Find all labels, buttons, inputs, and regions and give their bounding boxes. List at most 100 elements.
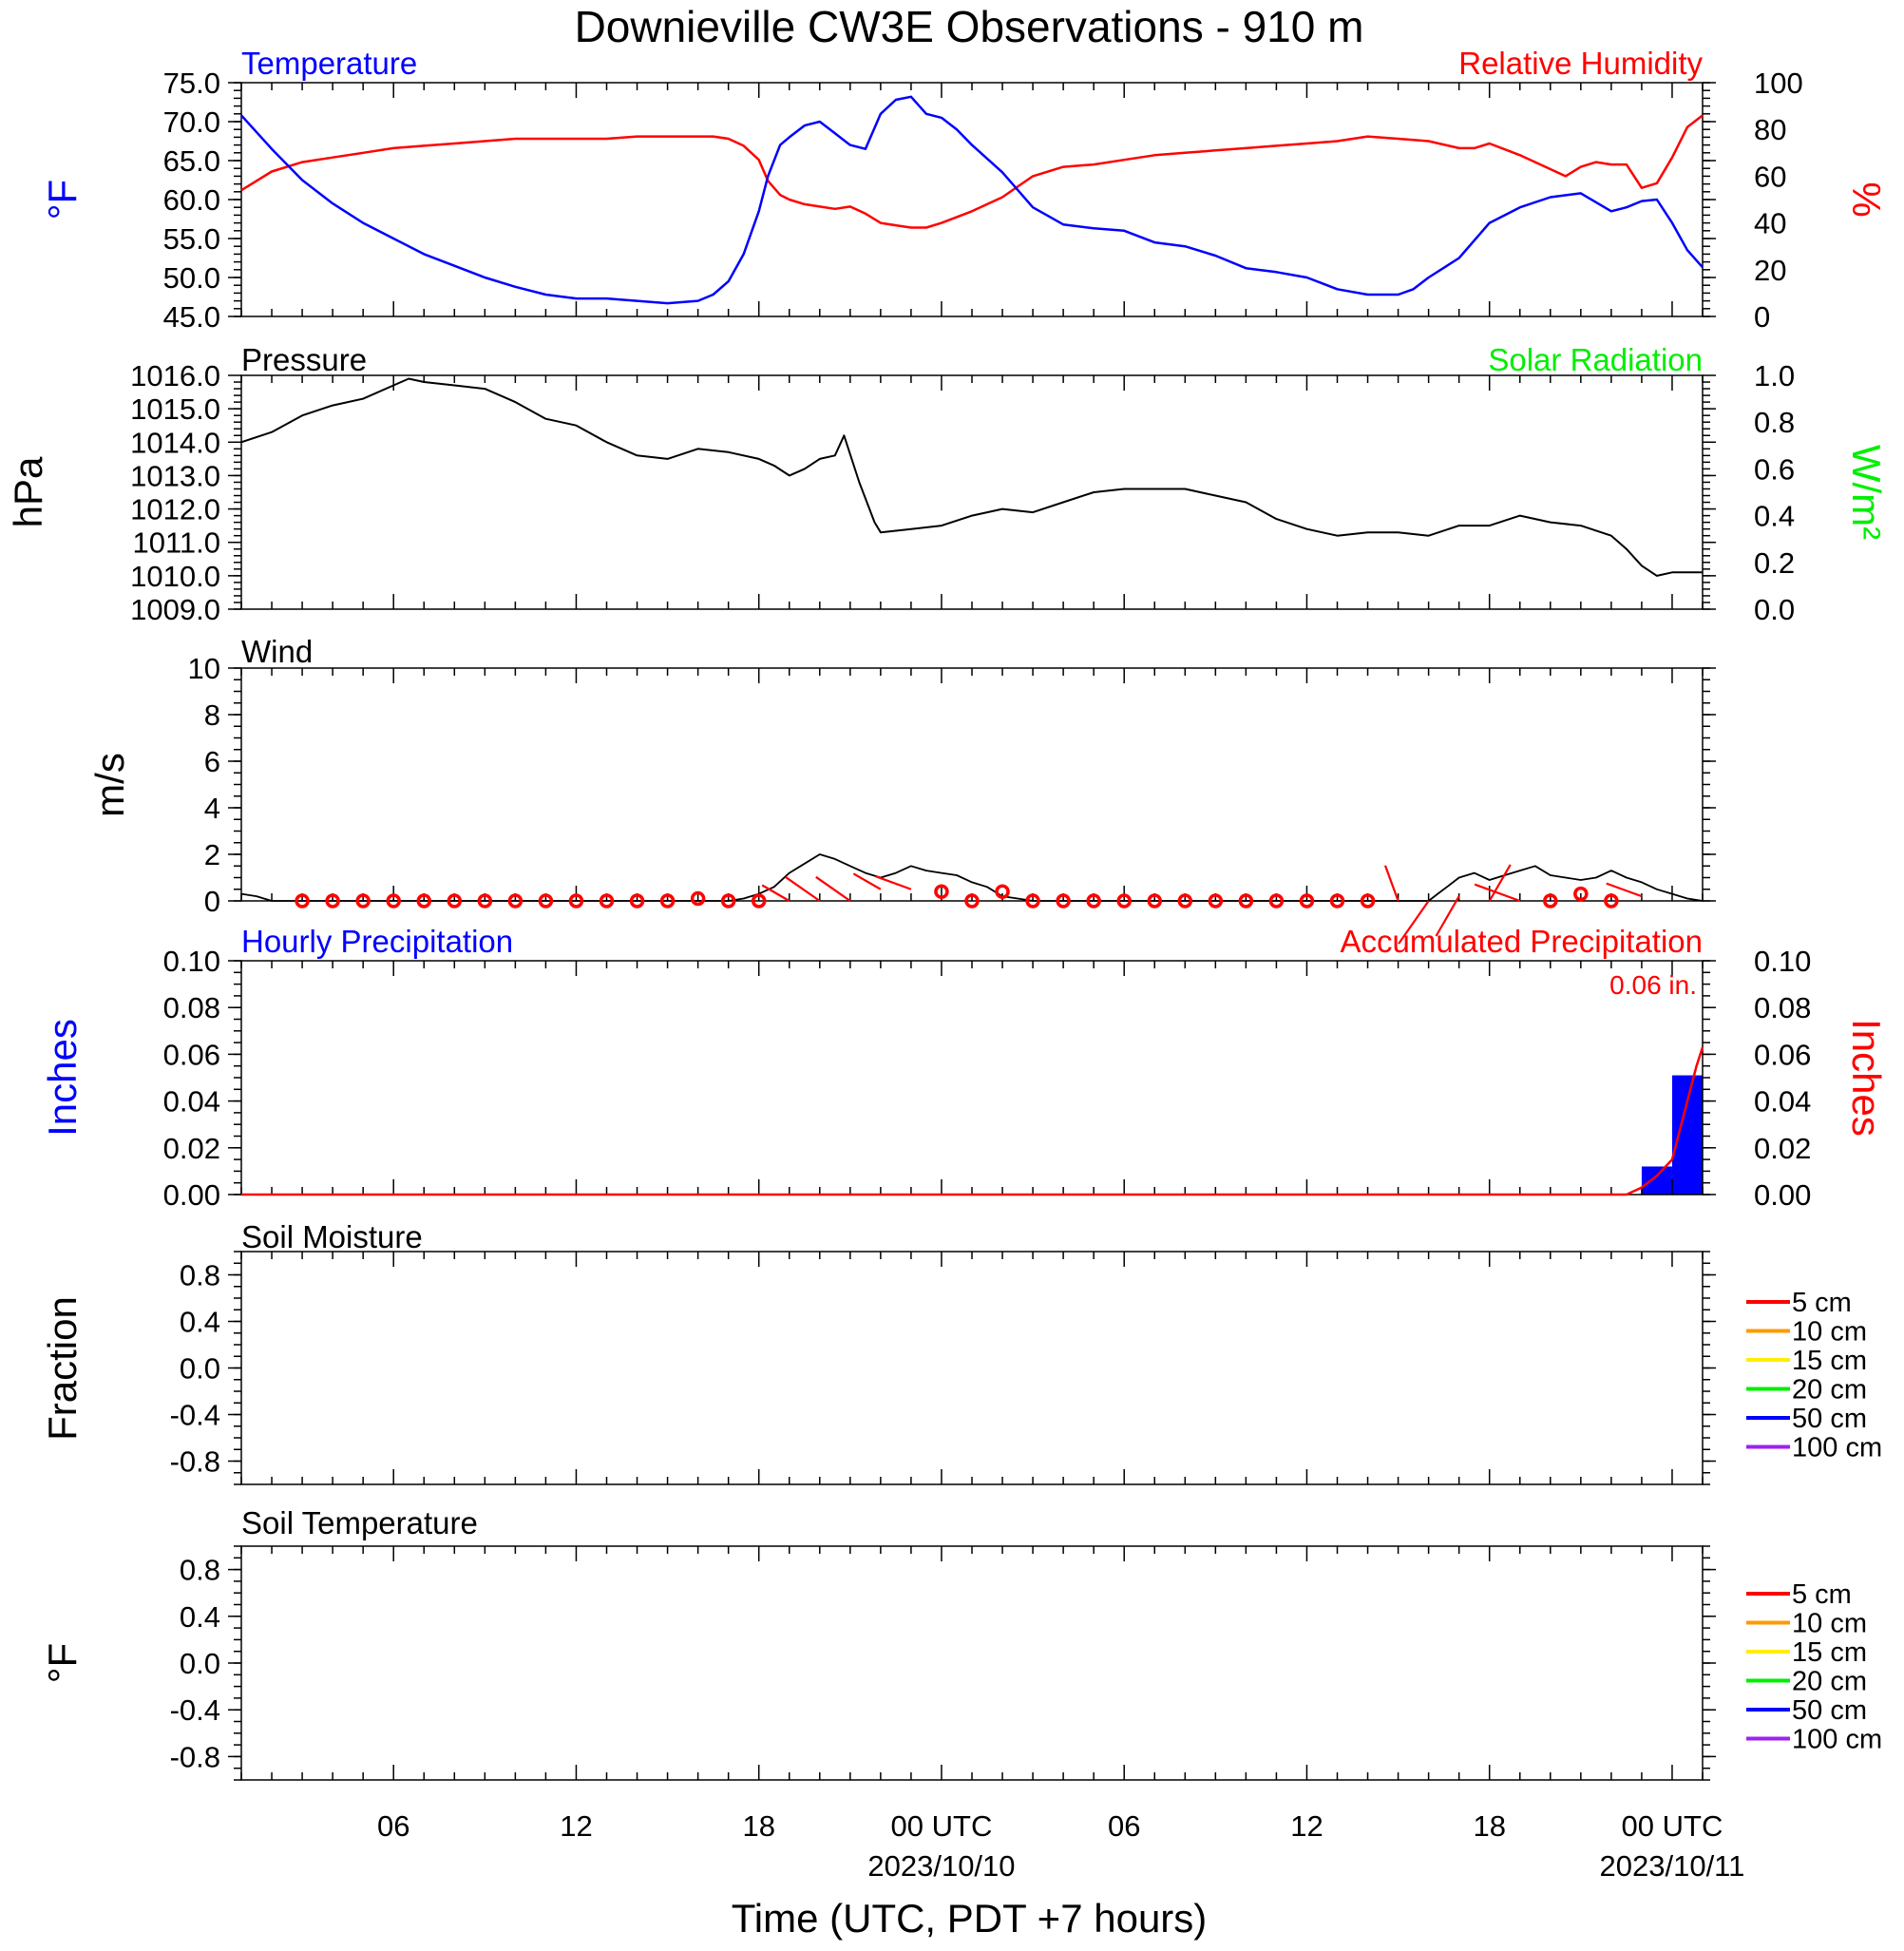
panel-title-accum-precip: Accumulated Precipitation <box>1340 924 1703 959</box>
wind-barb <box>1398 900 1430 945</box>
calm-wind-marker <box>355 893 371 909</box>
accum-precip-total: 0.06 in. <box>1609 970 1697 1000</box>
plot-frame <box>240 960 1704 1195</box>
legend-label: 100 cm <box>1792 1725 1882 1755</box>
plot-frame <box>240 1251 1704 1485</box>
y-tick-label: 0.0 <box>180 1352 220 1386</box>
y-tick-label: -0.8 <box>170 1740 220 1773</box>
legend-label: 50 cm <box>1792 1404 1867 1434</box>
plot-frame <box>240 1545 1704 1781</box>
wind-barb <box>1383 865 1399 902</box>
x-tick-label: 06 <box>377 1809 409 1843</box>
y-tick-label: 10 <box>188 652 220 685</box>
y-tick-label: 1014.0 <box>130 426 220 459</box>
hourly-precip-bar <box>1641 1166 1672 1195</box>
y2-tick-label: 0.02 <box>1754 1132 1811 1165</box>
legend-label: 15 cm <box>1792 1637 1867 1668</box>
y2-tick-label: 0.6 <box>1754 452 1795 486</box>
calm-wind-marker <box>995 884 1010 899</box>
y-tick-label: 45.0 <box>163 300 220 334</box>
x-tick-label: 18 <box>742 1809 774 1843</box>
calm-wind-marker <box>599 893 615 909</box>
y-axis-label-wind: m/s <box>87 753 132 817</box>
legend-label: 20 cm <box>1792 1375 1867 1406</box>
y-tick-label: 0.0 <box>180 1647 220 1680</box>
calm-wind-marker <box>1360 893 1376 909</box>
precipitation-panel: 0.10 0.08 0.06 0.04 0.02 0.00 0.10 0.08 0.06 0.04… <box>40 924 1889 1212</box>
y-axis-label-soil-temperature: °F <box>40 1643 85 1683</box>
y2-tick-label: 0 <box>1754 300 1770 334</box>
y-tick-label: 0.08 <box>163 991 220 1024</box>
y-axis-label-temperature: °F <box>40 180 85 220</box>
y2-tick-label: 1.0 <box>1754 359 1795 392</box>
y-tick-label: 1015.0 <box>130 392 220 426</box>
x-tick-label: 12 <box>560 1809 592 1843</box>
y-tick-label: 0.06 <box>163 1038 220 1071</box>
calm-wind-marker <box>507 893 524 909</box>
legend-label: 5 cm <box>1792 1579 1852 1610</box>
x-tick-label: 12 <box>1290 1809 1323 1843</box>
panel-title-soil-temperature: Soil Temperature <box>241 1505 478 1540</box>
y-tick-label: 0.00 <box>163 1178 220 1212</box>
legend-label: 20 cm <box>1792 1667 1867 1697</box>
x-tick-label: 00 UTC <box>1622 1809 1723 1843</box>
y-tick-label: -0.4 <box>170 1693 220 1727</box>
calm-wind-marker <box>1208 893 1224 909</box>
calm-wind-marker <box>629 893 645 909</box>
calm-wind-marker <box>1543 893 1558 909</box>
y2-tick-label: 20 <box>1754 254 1786 287</box>
x-tick-date-label: 2023/10/10 <box>867 1849 1015 1883</box>
temperature-line <box>240 95 1704 305</box>
calm-wind-marker <box>1604 893 1619 909</box>
y-tick-label: 4 <box>204 792 220 825</box>
soil-moisture-panel: 0.8 0.4 0.0 -0.4 -0.8 Soil Moisture Fraction 5 … <box>40 1219 1882 1485</box>
calm-wind-marker <box>690 890 706 907</box>
calm-wind-marker <box>1573 886 1589 902</box>
chart-title: Downieville CW3E Observations - 910 m <box>575 2 1364 51</box>
legend-label: 100 cm <box>1792 1433 1882 1463</box>
calm-wind-marker <box>1116 893 1132 909</box>
calm-wind-marker <box>1238 893 1254 909</box>
x-tick-label: 06 <box>1108 1809 1140 1843</box>
panel-title-soil-moisture: Soil Moisture <box>241 1219 423 1254</box>
wind-barb <box>1474 883 1521 903</box>
calm-wind-marker <box>295 893 310 909</box>
legend-label: 5 cm <box>1792 1288 1852 1318</box>
calm-wind-marker <box>386 893 401 909</box>
panel-title-wind: Wind <box>241 634 313 669</box>
calm-wind-marker <box>659 893 676 909</box>
y-tick-label: 60.0 <box>163 183 220 217</box>
y-tick-label: 1009.0 <box>130 593 220 626</box>
panel-title-solar-radiation: Solar Radiation <box>1488 342 1703 377</box>
y-tick-label: 0.8 <box>180 1259 220 1292</box>
y2-tick-label: 0.10 <box>1754 945 1811 978</box>
hourly-precip-bar <box>1671 1075 1703 1195</box>
plot-frame <box>240 374 1704 610</box>
calm-wind-marker <box>538 893 554 909</box>
wind-barb <box>785 875 821 902</box>
calm-wind-marker <box>720 893 736 909</box>
y-axis-label-hourly-precip: Inches <box>40 1019 85 1137</box>
legend-label: 10 cm <box>1792 1317 1867 1348</box>
y2-tick-label: 0.06 <box>1754 1038 1811 1071</box>
x-tick-date-label: 2023/10/11 <box>1600 1849 1745 1883</box>
calm-wind-marker <box>477 893 493 909</box>
wind-barb <box>1606 882 1643 898</box>
panel-title-temperature: Temperature <box>241 46 417 81</box>
y-tick-label: 50.0 <box>163 261 220 295</box>
y-tick-label: 1010.0 <box>130 560 220 593</box>
y-tick-label: 0.8 <box>180 1554 220 1587</box>
wind-panel: 10 8 6 4 2 0 Wind m/s <box>87 634 1716 945</box>
wind-speed-line <box>240 853 1704 902</box>
y2-tick-label: 0.2 <box>1754 546 1795 580</box>
wind-barb <box>761 884 790 902</box>
y2-tick-label: 0.00 <box>1754 1178 1811 1212</box>
y2-tick-label: 0.8 <box>1754 406 1795 439</box>
calm-wind-marker <box>325 893 340 909</box>
y-axis-label-soil-moisture: Fraction <box>40 1296 85 1441</box>
y-tick-label: -0.4 <box>170 1399 220 1432</box>
wind-barb <box>815 875 851 902</box>
calm-wind-marker <box>1086 893 1101 909</box>
wind-barb <box>852 872 882 890</box>
